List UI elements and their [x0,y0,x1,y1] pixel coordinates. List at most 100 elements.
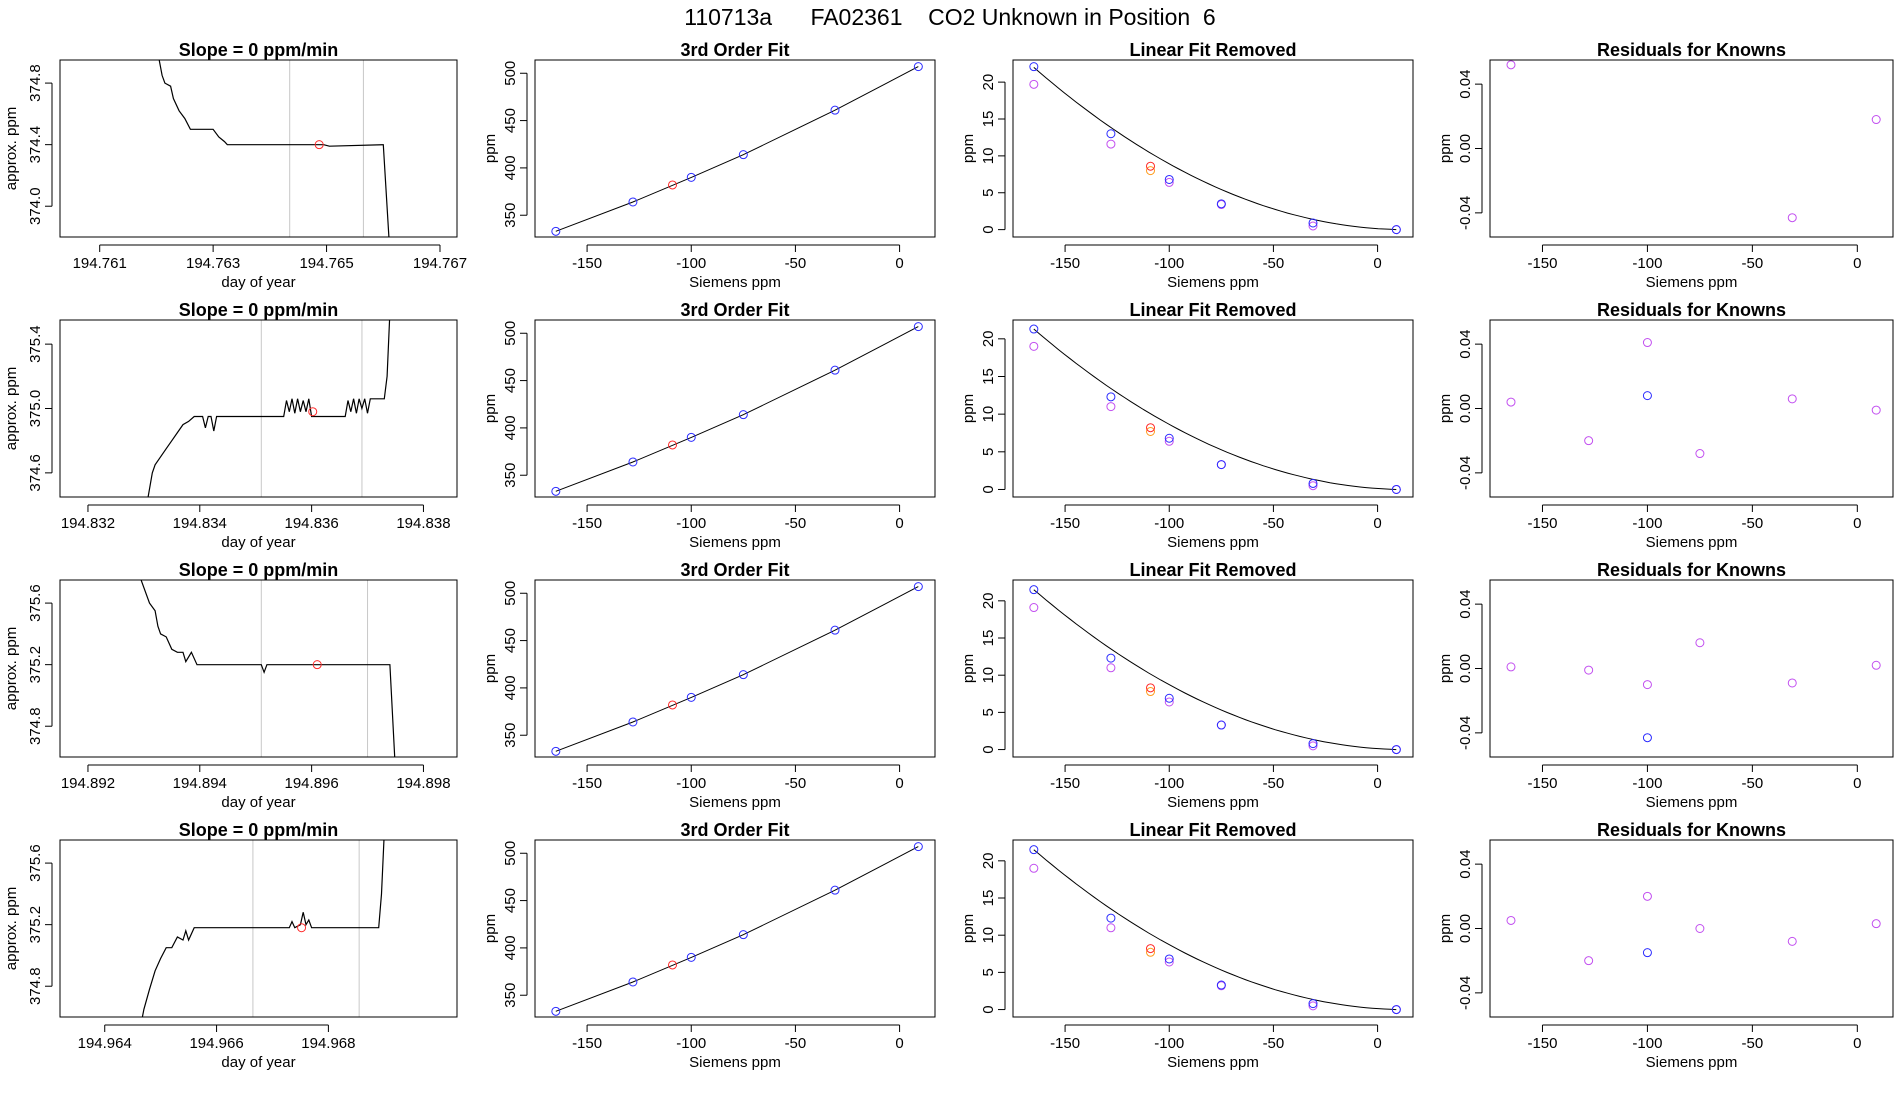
x-tick-label: -50 [1263,775,1285,792]
x-axis-label: Siemens ppm [1167,794,1259,811]
y-tick-label: 374.6 [27,454,44,492]
y-tick-label: 500 [502,61,519,86]
y-tick-label: 350 [502,723,519,748]
panel-title: Slope = 0 ppm/min [179,300,339,320]
model-point [1106,663,1116,673]
plot-area [1506,338,1881,459]
standard-point [686,432,696,442]
unknown-point [668,440,677,450]
model-point [1308,221,1318,231]
standard-point [1216,980,1226,990]
y-axis-label: ppm [960,914,977,943]
x-axis: -150 -100 -50 0 [1050,1024,1382,1052]
unknown-point [668,180,677,190]
x-tick-label: 0 [1853,1035,1861,1052]
y-tick-label: 0 [980,1005,997,1013]
plot-frame [1489,59,1894,238]
model-point [1871,115,1881,125]
panel-title: Slope = 0 ppm/min [179,560,339,580]
x-tick-label: 0 [895,1035,903,1052]
y-tick-label: 375.4 [27,325,44,363]
model-point [1029,863,1039,873]
standard-point [1391,484,1401,494]
standard-point [738,150,748,160]
plot-frame [1489,839,1894,1018]
x-tick-label: 194.767 [413,255,467,272]
x-tick-label: -150 [1527,515,1557,532]
plot-frame [1012,59,1414,238]
standard-point [686,952,696,962]
model-point [1642,891,1652,901]
x-axis-label: Siemens ppm [1646,534,1738,551]
y-tick-label: 374.8 [27,967,44,1005]
y-tick-label: 5 [980,189,997,197]
fit-curve [555,846,919,1012]
x-tick-label: 194.761 [73,255,127,272]
residual-curve [1033,849,1397,1011]
y-axis: 350 400 450 500 [502,321,528,488]
plot-frame [534,839,936,1018]
x-tick-label: 0 [1853,515,1861,532]
x-tick-label: -100 [1154,1035,1184,1052]
panel-title: 3rd Order Fit [680,820,789,840]
x-tick-label: -100 [1632,255,1662,272]
x-tick-label: 194.832 [61,515,115,532]
x-tick-label: -100 [1154,515,1184,532]
model-point [1164,436,1174,446]
standard-point [738,930,748,940]
x-axis-label: Siemens ppm [1646,274,1738,291]
x-axis-label: day of year [221,1054,295,1071]
x-tick-label: -100 [676,775,706,792]
y-axis-label: approx. ppm [3,367,20,450]
panel-3-2: Linear Fit Removed -150 -100 -50 0 Siemens pp… [960,820,1414,1071]
model-point [1695,924,1705,933]
x-tick-label: -150 [572,1035,602,1052]
x-tick-label: 194.765 [299,255,353,272]
panel-title: Residuals for Knowns [1597,820,1786,840]
residual-curve [1033,589,1397,751]
standard-point [1391,1005,1401,1015]
model-point [1506,60,1516,70]
y-tick-label: 400 [502,155,519,180]
panel-title: 3rd Order Fit [680,300,789,320]
x-axis: 194.761 194.763 194.765 194.767 [73,244,467,272]
x-tick-label: -100 [1154,775,1184,792]
x-tick-label: -50 [785,1035,807,1052]
plot-area [1506,638,1881,743]
y-tick-label: 450 [502,108,519,133]
model-point [1642,338,1652,348]
y-tick-label: 15 [980,630,997,647]
x-tick-label: -50 [1263,1035,1285,1052]
y-axis-label: approx. ppm [3,627,20,710]
y-tick-label: 0.04 [1457,850,1474,879]
standard-point [628,717,638,727]
standard-point [913,842,923,852]
model-point [1506,662,1516,672]
model-point [1164,697,1174,707]
standard-point [1029,324,1039,334]
y-axis: -0.04 0.00 0.04 [1457,850,1483,1010]
panel-title: Slope = 0 ppm/min [179,40,339,60]
standard-point [1164,693,1174,703]
model-point [1695,449,1705,459]
y-tick-label: 374.8 [27,707,44,745]
model-point [1106,139,1116,149]
x-tick-label: -50 [1742,515,1764,532]
y-tick-label: 0.00 [1457,914,1474,943]
standard-point [551,486,561,496]
y-axis: -0.04 0.00 0.04 [1457,70,1483,230]
y-tick-label: 0 [980,745,997,753]
x-axis: -150 -100 -50 0 [1050,764,1382,792]
plot-area [551,582,923,756]
x-tick-label: 0 [1853,775,1861,792]
page-title: 110713a FA02361 CO2 Unknown in Position … [684,4,1215,30]
y-axis-label: ppm [482,134,499,163]
unknown-point [668,700,677,710]
x-tick-label: 194.964 [78,1035,132,1052]
y-axis: 0 5 10 15 20 [980,852,1006,1014]
y-tick-label: 350 [502,463,519,488]
y-tick-label: 374.4 [27,126,44,164]
standard-point [1308,478,1318,488]
standard-point [1642,733,1652,743]
standard-point [1029,62,1039,72]
